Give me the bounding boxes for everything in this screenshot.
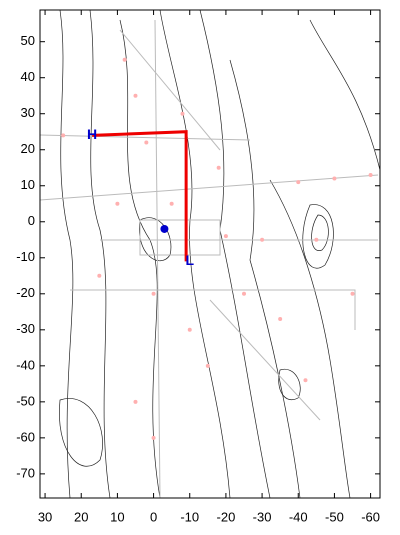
x-tick-label: 0	[150, 509, 157, 524]
x-tick-label: -20	[217, 509, 236, 524]
x-tick-label: 10	[110, 509, 124, 524]
y-tick-label: 0	[28, 213, 35, 228]
y-tick-label: -70	[16, 465, 35, 480]
plot-frame	[39, 9, 381, 499]
y-tick-label: -50	[16, 393, 35, 408]
y-tick-label: 50	[21, 33, 35, 48]
track-point	[61, 133, 66, 138]
track-point	[216, 165, 221, 170]
x-tick-label: -30	[253, 509, 272, 524]
track-point	[151, 435, 156, 440]
y-tick-label: -40	[16, 357, 35, 372]
track-point	[223, 234, 228, 239]
track-point	[242, 291, 246, 296]
track-point	[303, 378, 308, 383]
y-tick-label: 20	[21, 141, 35, 156]
track-point	[151, 291, 156, 296]
tracks	[39, 19, 379, 499]
y-tick-label: -10	[16, 249, 35, 264]
x-tick-label: 30	[38, 509, 52, 524]
y-tick-label: -60	[16, 429, 35, 444]
position-marker	[160, 224, 169, 233]
track-point	[332, 176, 337, 181]
track-point	[115, 201, 120, 206]
route-line	[92, 130, 188, 262]
track-point	[187, 327, 192, 332]
annotation: H	[87, 126, 97, 142]
track-point	[144, 140, 149, 145]
x-tick-label: -60	[361, 509, 380, 524]
track-point	[180, 111, 185, 116]
y-tick-label: -30	[16, 321, 35, 336]
y-tick-label: -20	[16, 285, 35, 300]
x-tick-label: -10	[180, 509, 199, 524]
track-point	[122, 57, 127, 62]
y-tick-label: 30	[21, 105, 35, 120]
y-tick-label: 40	[21, 69, 35, 84]
track-point	[368, 172, 373, 177]
annotation: L	[185, 252, 194, 268]
x-tick-label: -40	[289, 509, 308, 524]
track-point	[133, 399, 138, 404]
track-point	[314, 237, 319, 242]
track-point	[260, 237, 265, 242]
track-point	[278, 317, 283, 322]
track-point	[350, 291, 355, 296]
track-point	[169, 201, 174, 206]
track-point	[97, 273, 102, 278]
track-point	[133, 93, 138, 98]
x-tick-label: 20	[74, 509, 88, 524]
track-point	[296, 180, 301, 185]
x-tick-label: -50	[325, 509, 344, 524]
track-point	[205, 363, 210, 368]
y-tick-label: 10	[21, 177, 35, 192]
